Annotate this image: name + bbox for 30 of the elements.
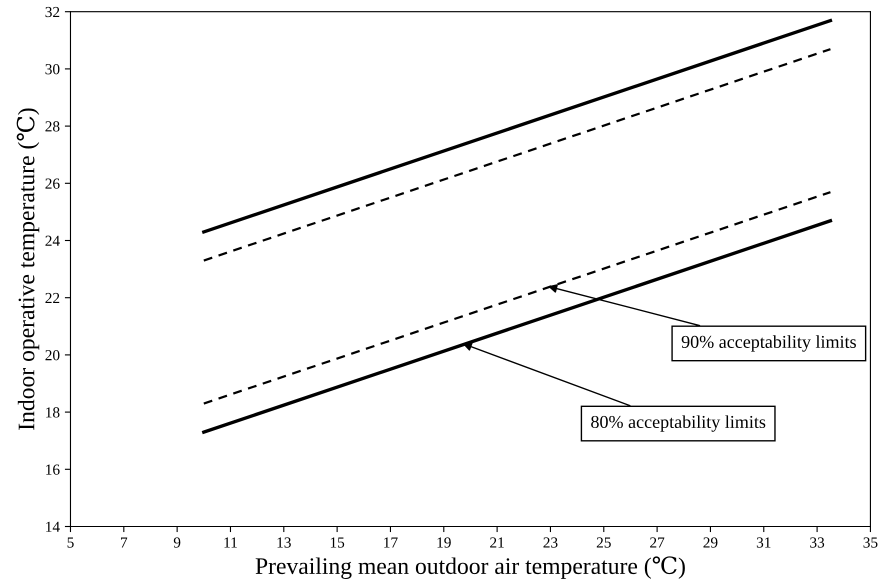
x-tick-label: 33	[810, 537, 824, 548]
x-tick-label: 19	[437, 537, 451, 548]
y-tick-label: 30	[46, 64, 60, 74]
x-tick-label: 31	[756, 537, 770, 548]
annotation: 90% acceptability limits	[682, 335, 856, 352]
y-tick-label: 14	[46, 522, 60, 532]
x-tick-label: 27	[650, 537, 664, 548]
x-tick-label: 25	[596, 537, 611, 548]
annotation: 80% acceptability limits	[591, 415, 766, 432]
x-tick-label: 15	[330, 537, 344, 548]
y-tick-label: 16	[46, 464, 60, 475]
y-axis-title: Indoor operative temperature (℃)	[16, 108, 40, 430]
x-axis-title: Prevailing mean outdoor air temperature (℃)	[256, 556, 685, 579]
x-tick-label: 11	[224, 537, 237, 548]
x-tick-label: 5	[68, 538, 74, 548]
x-tick-label: 9	[174, 537, 180, 548]
x-tick-label: 17	[384, 537, 398, 548]
x-tick-label: 7	[121, 538, 128, 548]
y-tick-label: 20	[45, 350, 60, 360]
y-tick-label: 24	[45, 236, 60, 246]
y-tick-label: 26	[45, 178, 60, 189]
x-tick-label: 35	[864, 537, 878, 548]
y-tick-label: 32	[46, 6, 60, 18]
y-tick-label: 28	[45, 121, 60, 132]
y-tick-label: 22	[45, 292, 60, 303]
x-tick-label: 29	[703, 537, 718, 548]
y-tick-label: 18	[46, 407, 60, 418]
x-tick-label: 21	[490, 537, 504, 548]
x-tick-label: 23	[543, 537, 558, 548]
x-tick-label: 13	[278, 537, 291, 548]
